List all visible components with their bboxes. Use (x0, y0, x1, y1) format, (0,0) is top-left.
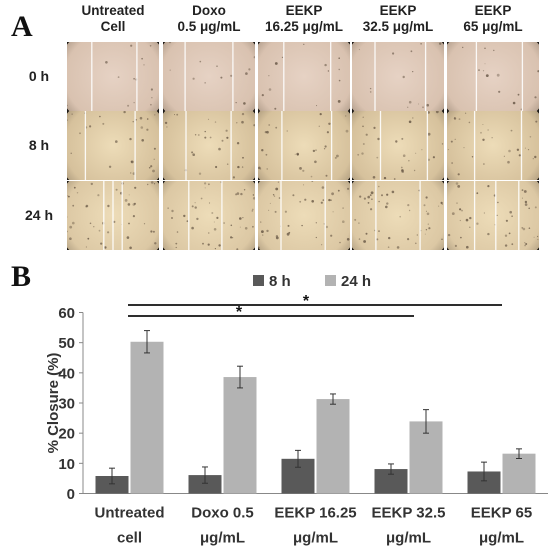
bar-24h (502, 453, 536, 494)
column-header: EEKP 32.5 μg/mL (352, 3, 444, 35)
y-axis-label: % Closure (%) (45, 353, 62, 454)
column-header: Doxo 0.5 μg/mL (163, 3, 255, 35)
column-header-line2: 65 μg/mL (463, 19, 523, 34)
wound-micrograph (67, 111, 159, 180)
column-header-line1: Doxo (192, 3, 226, 18)
column-header-line2: Cell (100, 19, 126, 34)
panel-a-letter: A (11, 10, 33, 43)
closure-bar-chart: 0 10 20 30 40 50 60 % Closure (%) Untreated cell D… (45, 273, 548, 547)
error-bar (516, 448, 522, 460)
x-tick-label: EEKP 16.25 (274, 505, 356, 522)
x-tick-label: EEKP 65 (471, 505, 532, 522)
time-row-label: 8 h (28, 137, 50, 153)
error-bar (423, 409, 429, 434)
x-tick-label: μg/mL (200, 530, 245, 547)
bar-24h (130, 341, 164, 494)
error-bar (109, 467, 115, 485)
wound-micrograph (163, 111, 255, 180)
column-header-line2: 32.5 μg/mL (362, 19, 434, 34)
bar-8h (188, 475, 222, 494)
wound-micrograph (352, 42, 444, 111)
y-tick-label: 40 (58, 365, 75, 382)
significance-star: * (303, 293, 310, 310)
wound-micrograph (447, 42, 539, 111)
x-tick-label: Doxo 0.5 (191, 505, 254, 522)
x-tick-label: μg/mL (479, 530, 524, 547)
wound-micrograph (352, 181, 444, 250)
wound-micrograph (352, 111, 444, 180)
wound-micrograph (258, 181, 350, 250)
wound-micrograph (67, 181, 159, 250)
x-tick-label: cell (117, 530, 142, 547)
y-tick-label: 10 (58, 456, 75, 473)
column-header: Untreated Cell (67, 3, 159, 35)
column-header: EEKP 65 μg/mL (447, 3, 539, 35)
wound-micrograph (447, 111, 539, 180)
bar-8h (467, 471, 501, 494)
bar-8h (95, 476, 129, 494)
wound-micrograph (258, 111, 350, 180)
column-header: EEKP 16.25 μg/mL (258, 3, 350, 35)
bar-24h (316, 399, 350, 494)
error-bar (202, 466, 208, 484)
time-row-label: 24 h (24, 207, 53, 223)
legend-label: 8 h (269, 273, 291, 290)
x-tick-label: Untreated (94, 505, 164, 522)
wound-micrograph (163, 42, 255, 111)
wound-micrograph (258, 42, 350, 111)
error-bar (144, 330, 150, 354)
panel-b-letter: B (11, 260, 32, 293)
legend-label: 24 h (341, 273, 371, 290)
time-row-label: 0 h (28, 68, 50, 84)
error-bar (330, 393, 336, 405)
error-bar (295, 449, 301, 468)
y-tick-label: 0 (67, 486, 75, 503)
error-bar (388, 463, 394, 475)
error-bar (481, 461, 487, 482)
x-tick-label: μg/mL (386, 530, 431, 547)
y-tick-label: 50 (58, 335, 75, 352)
legend-swatch (253, 275, 264, 286)
wound-micrograph (447, 181, 539, 250)
x-tick-label: μg/mL (293, 530, 338, 547)
legend-swatch (325, 275, 336, 286)
column-header-line1: EEKP (285, 3, 323, 18)
column-header-line1: EEKP (474, 3, 512, 18)
column-header-line1: Untreated (81, 3, 145, 18)
column-header-line2: 16.25 μg/mL (264, 19, 344, 34)
x-tick-label: EEKP 32.5 (372, 505, 446, 522)
column-header-line2: 0.5 μg/mL (177, 19, 241, 34)
error-bar (237, 365, 243, 389)
wound-micrograph (163, 181, 255, 250)
y-tick-label: 20 (58, 426, 75, 443)
significance-star: * (236, 304, 243, 321)
bar-24h (223, 377, 257, 494)
column-header-line1: EEKP (379, 3, 417, 18)
y-tick-label: 30 (58, 396, 75, 413)
wound-micrograph (67, 42, 159, 111)
y-tick-label: 60 (58, 305, 75, 322)
